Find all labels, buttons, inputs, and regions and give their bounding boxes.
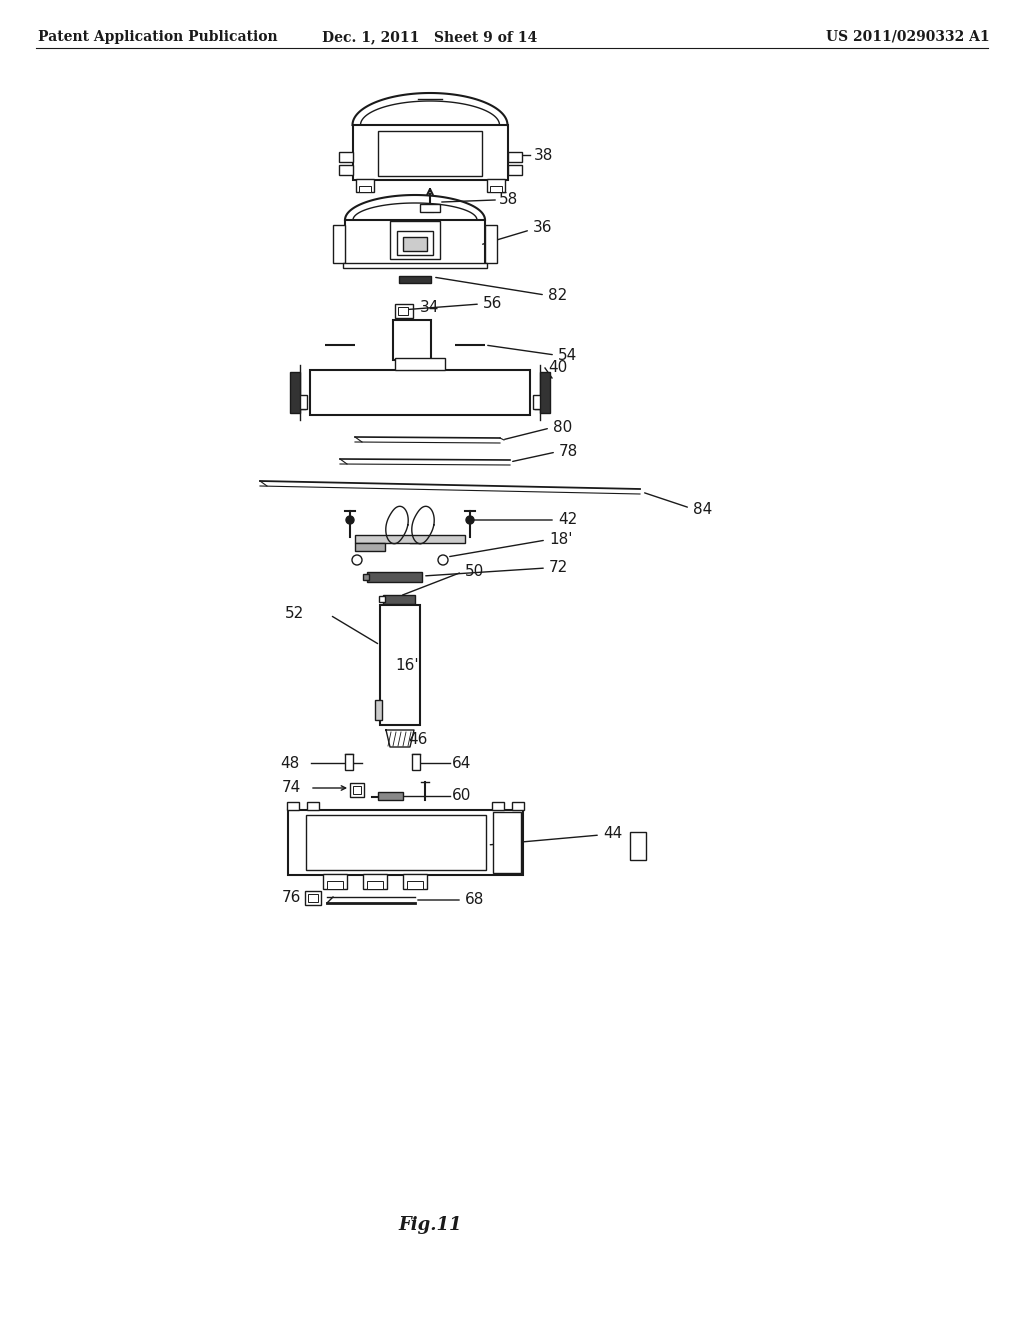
Bar [343, 263, 487, 268]
Text: Dec. 1, 2011   Sheet 9 of 14: Dec. 1, 2011 Sheet 9 of 14 [323, 30, 538, 44]
Bar [397, 231, 433, 255]
Bar [403, 874, 427, 888]
Bar [288, 810, 522, 875]
Bar [352, 125, 508, 180]
Bar [333, 224, 345, 263]
Text: 74: 74 [282, 780, 301, 796]
Bar [395, 304, 413, 318]
Text: 72: 72 [549, 560, 568, 574]
Text: 46: 46 [408, 733, 427, 747]
Bar [399, 276, 431, 282]
Text: 44: 44 [603, 826, 623, 842]
Text: 76: 76 [282, 891, 301, 906]
Text: 36: 36 [534, 220, 553, 235]
Text: 48: 48 [280, 755, 299, 771]
Bar [310, 370, 530, 414]
Bar [355, 180, 374, 191]
Bar [630, 832, 646, 861]
Text: 80: 80 [553, 420, 572, 434]
Bar [367, 880, 383, 888]
Text: 84: 84 [693, 502, 713, 516]
Bar [323, 874, 347, 888]
Bar [493, 812, 520, 873]
Bar [420, 205, 440, 213]
Text: 60: 60 [452, 788, 471, 804]
Text: 52: 52 [285, 606, 304, 620]
Text: 42: 42 [558, 512, 578, 528]
Bar [339, 152, 352, 162]
Bar [390, 220, 440, 259]
Bar [412, 754, 420, 770]
Text: Patent Application Publication: Patent Application Publication [38, 30, 278, 44]
Bar [403, 238, 427, 251]
Bar [355, 535, 465, 543]
Bar [355, 543, 385, 550]
Bar [407, 880, 423, 888]
Bar [350, 783, 364, 797]
Bar [383, 595, 415, 605]
Bar [378, 131, 482, 176]
Bar [492, 803, 504, 810]
Bar [367, 572, 422, 582]
Bar [293, 395, 307, 409]
Bar [512, 803, 523, 810]
Bar [290, 372, 300, 413]
Bar [508, 165, 521, 176]
Bar [534, 395, 547, 409]
Text: 82: 82 [548, 289, 567, 304]
Bar [345, 220, 485, 265]
Text: 38: 38 [534, 148, 553, 162]
Text: 40: 40 [548, 360, 567, 375]
Text: 56: 56 [483, 296, 503, 310]
Bar [485, 224, 497, 263]
Bar [380, 605, 420, 725]
Bar [395, 358, 445, 370]
Bar [287, 803, 299, 810]
Bar [308, 894, 318, 902]
Bar [393, 319, 431, 360]
Text: 34: 34 [420, 300, 439, 315]
Bar [353, 785, 361, 795]
Bar [327, 880, 343, 888]
Bar [375, 700, 382, 719]
Bar [486, 180, 505, 191]
Bar [339, 165, 352, 176]
Bar [378, 792, 403, 800]
Polygon shape [386, 730, 414, 747]
Circle shape [466, 516, 474, 524]
Text: Fig.11: Fig.11 [398, 1216, 462, 1234]
Bar [305, 891, 321, 906]
Circle shape [346, 516, 354, 524]
Text: 54: 54 [558, 348, 578, 363]
Bar [540, 372, 550, 413]
Text: 78: 78 [559, 444, 579, 458]
Text: 16': 16' [395, 657, 419, 672]
Bar [345, 754, 353, 770]
Bar [362, 874, 387, 888]
Text: 68: 68 [465, 892, 484, 908]
Bar [306, 803, 318, 810]
Bar [305, 814, 485, 870]
Text: US 2011/0290332 A1: US 2011/0290332 A1 [826, 30, 990, 44]
Text: 18': 18' [549, 532, 572, 546]
Bar [379, 597, 385, 602]
Bar [489, 186, 502, 191]
Bar [358, 186, 371, 191]
Text: 64: 64 [452, 755, 471, 771]
Text: 58: 58 [499, 193, 518, 207]
Bar [508, 152, 521, 162]
Bar [398, 308, 408, 315]
Text: 50: 50 [465, 564, 484, 578]
Bar [362, 574, 369, 579]
